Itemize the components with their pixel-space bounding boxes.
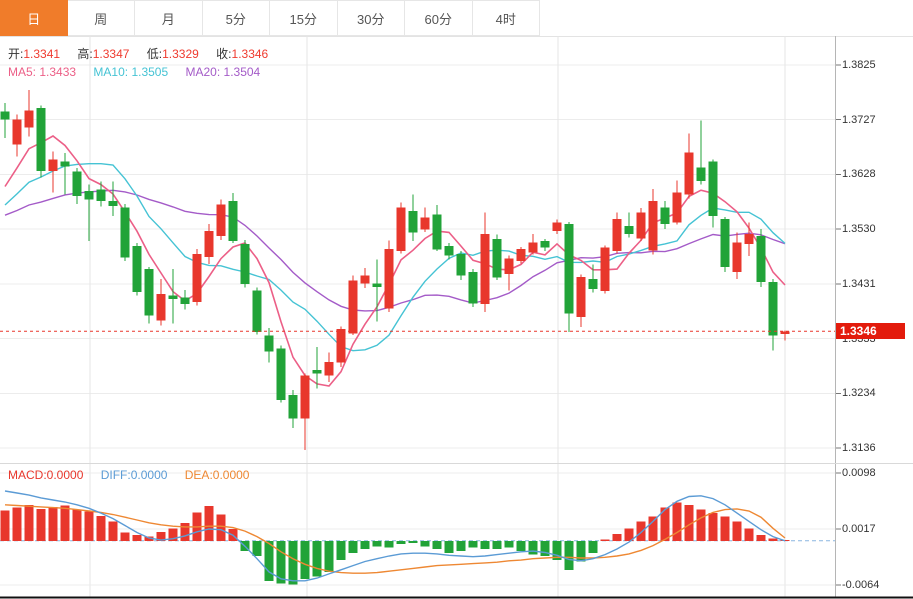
- tab-60min[interactable]: 60分: [405, 0, 473, 36]
- close-value: 1.3346: [231, 47, 269, 61]
- macd-value-legend: MACD:0.0000: [8, 468, 84, 482]
- kline-chart-svg[interactable]: [0, 36, 913, 599]
- price-axis-label: 1.3431: [842, 277, 876, 290]
- close-label: 收:: [216, 47, 232, 61]
- ohlc-legend: 开:1.3341 高:1.3347 低:1.3329 收:1.3346: [8, 45, 282, 62]
- price-axis-label: 1.3727: [842, 113, 876, 126]
- tab-5min[interactable]: 5分: [202, 0, 270, 36]
- tab-week[interactable]: 周: [67, 0, 135, 36]
- ma5-legend: MA5: 1.3433: [8, 65, 77, 79]
- price-axis-label: 1.3825: [842, 59, 876, 71]
- macd-axis-label: 0.0098: [842, 466, 876, 479]
- price-axis-label: 1.3628: [842, 168, 876, 181]
- ma-legend: MA5: 1.3433 MA10: 1.3505 MA20: 1.3504: [8, 65, 274, 79]
- high-value: 1.3347: [92, 47, 130, 61]
- price-axis-label: 1.3136: [842, 441, 876, 454]
- tab-30min[interactable]: 30分: [337, 0, 405, 36]
- open-value: 1.3341: [23, 47, 61, 61]
- chart-area[interactable]: 开:1.3341 高:1.3347 低:1.3329 收:1.3346 MA5:…: [0, 36, 913, 599]
- tab-day[interactable]: 日: [0, 0, 68, 36]
- open-label: 开:: [8, 47, 24, 61]
- low-value: 1.3329: [162, 47, 199, 61]
- low-label: 低:: [146, 47, 163, 61]
- macd-axis-label: 0.0017: [842, 522, 876, 535]
- diff-value-legend: DIFF:0.0000: [100, 468, 168, 482]
- ma10-legend: MA10: 1.3505: [93, 65, 169, 79]
- price-axis-label: 1.3530: [842, 223, 876, 236]
- dea-value-legend: DEA:0.0000: [184, 468, 250, 482]
- macd-axis-label: -0.0064: [842, 578, 880, 591]
- macd-legend: MACD:0.0000 DIFF:0.0000 DEA:0.0000: [8, 468, 263, 482]
- ma20-legend: MA20: 1.3504: [185, 65, 261, 79]
- price-axis-label: 1.3234: [842, 387, 876, 400]
- timeframe-tabs: 日 周 月 5分 15分 30分 60分 4时: [0, 0, 913, 37]
- high-label: 高:: [77, 47, 93, 61]
- tab-15min[interactable]: 15分: [270, 0, 338, 36]
- tab-4hour[interactable]: 4时: [472, 0, 540, 36]
- tab-month[interactable]: 月: [135, 0, 203, 36]
- last-price-badge: 1.3346: [836, 323, 905, 340]
